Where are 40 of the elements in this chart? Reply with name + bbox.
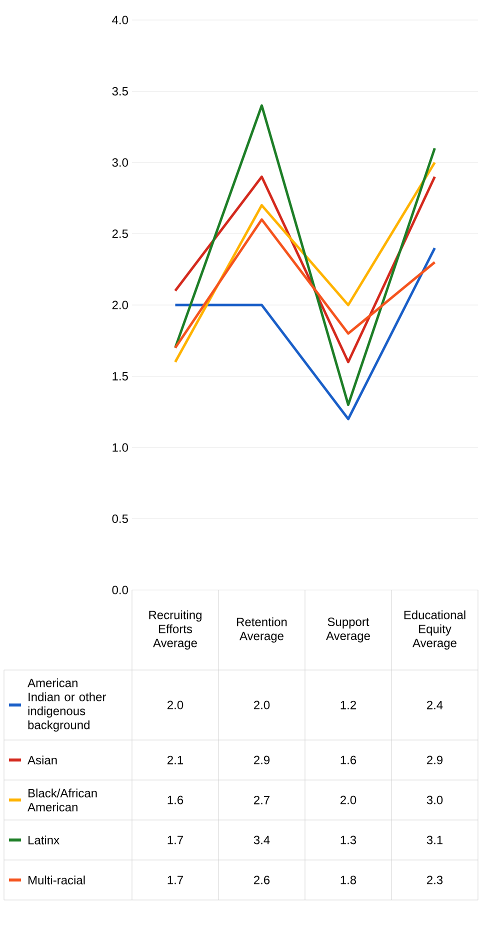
data-label: 2.7	[254, 796, 270, 804]
data-label: 2.0	[254, 700, 270, 710]
data-label: 1.6	[168, 796, 184, 804]
line-series	[174, 218, 436, 350]
data-label: 3.0	[426, 796, 443, 804]
data-label: 1.8	[340, 876, 356, 884]
legend-label: American Indian or other indigenous background	[28, 678, 106, 732]
legend-label: Asian	[28, 756, 57, 764]
y-tick-label: 1.5	[112, 372, 128, 380]
x-tick-label: Recruiting Efforts Average	[149, 610, 202, 650]
x-tick-label: Support Average	[326, 618, 370, 642]
data-label: 2.3	[426, 876, 443, 884]
y-tick-label: 3.5	[112, 87, 128, 96]
data-label: 1.3	[340, 836, 356, 844]
legend-label: Multi-racial	[28, 876, 85, 884]
y-tick-label: 0.0	[112, 586, 128, 594]
legend-label: Black/African American	[28, 788, 97, 812]
legend-label: Latinx	[28, 836, 60, 844]
data-label: 2.9	[426, 756, 443, 764]
data-label: 2.0	[168, 700, 184, 710]
y-tick-label: 2.0	[112, 300, 128, 310]
data-label: 2.1	[168, 756, 183, 764]
y-tick-label: 3.0	[112, 158, 128, 167]
data-label: 1.7	[168, 836, 183, 844]
y-tick-label: 4.0	[112, 16, 128, 24]
y-tick-label: 1.0	[112, 443, 128, 452]
data-label: 3.4	[254, 836, 270, 844]
data-label: 1.7	[168, 876, 183, 884]
data-label: 1.6	[340, 756, 356, 764]
x-tick-label: Retention Average	[237, 617, 287, 643]
data-label: 2.9	[254, 756, 270, 764]
data-label: 2.4	[426, 700, 443, 710]
y-tick-label: 2.5	[112, 230, 128, 238]
line-series	[174, 104, 436, 406]
data-label: 3.1	[426, 836, 442, 844]
data-label: 2.6	[254, 876, 270, 884]
x-tick-label: Educational Equity Average	[404, 610, 466, 650]
data-label: 1.2	[340, 700, 356, 710]
data-label: 2.0	[340, 796, 356, 804]
y-tick-label: 0.5	[112, 514, 128, 523]
